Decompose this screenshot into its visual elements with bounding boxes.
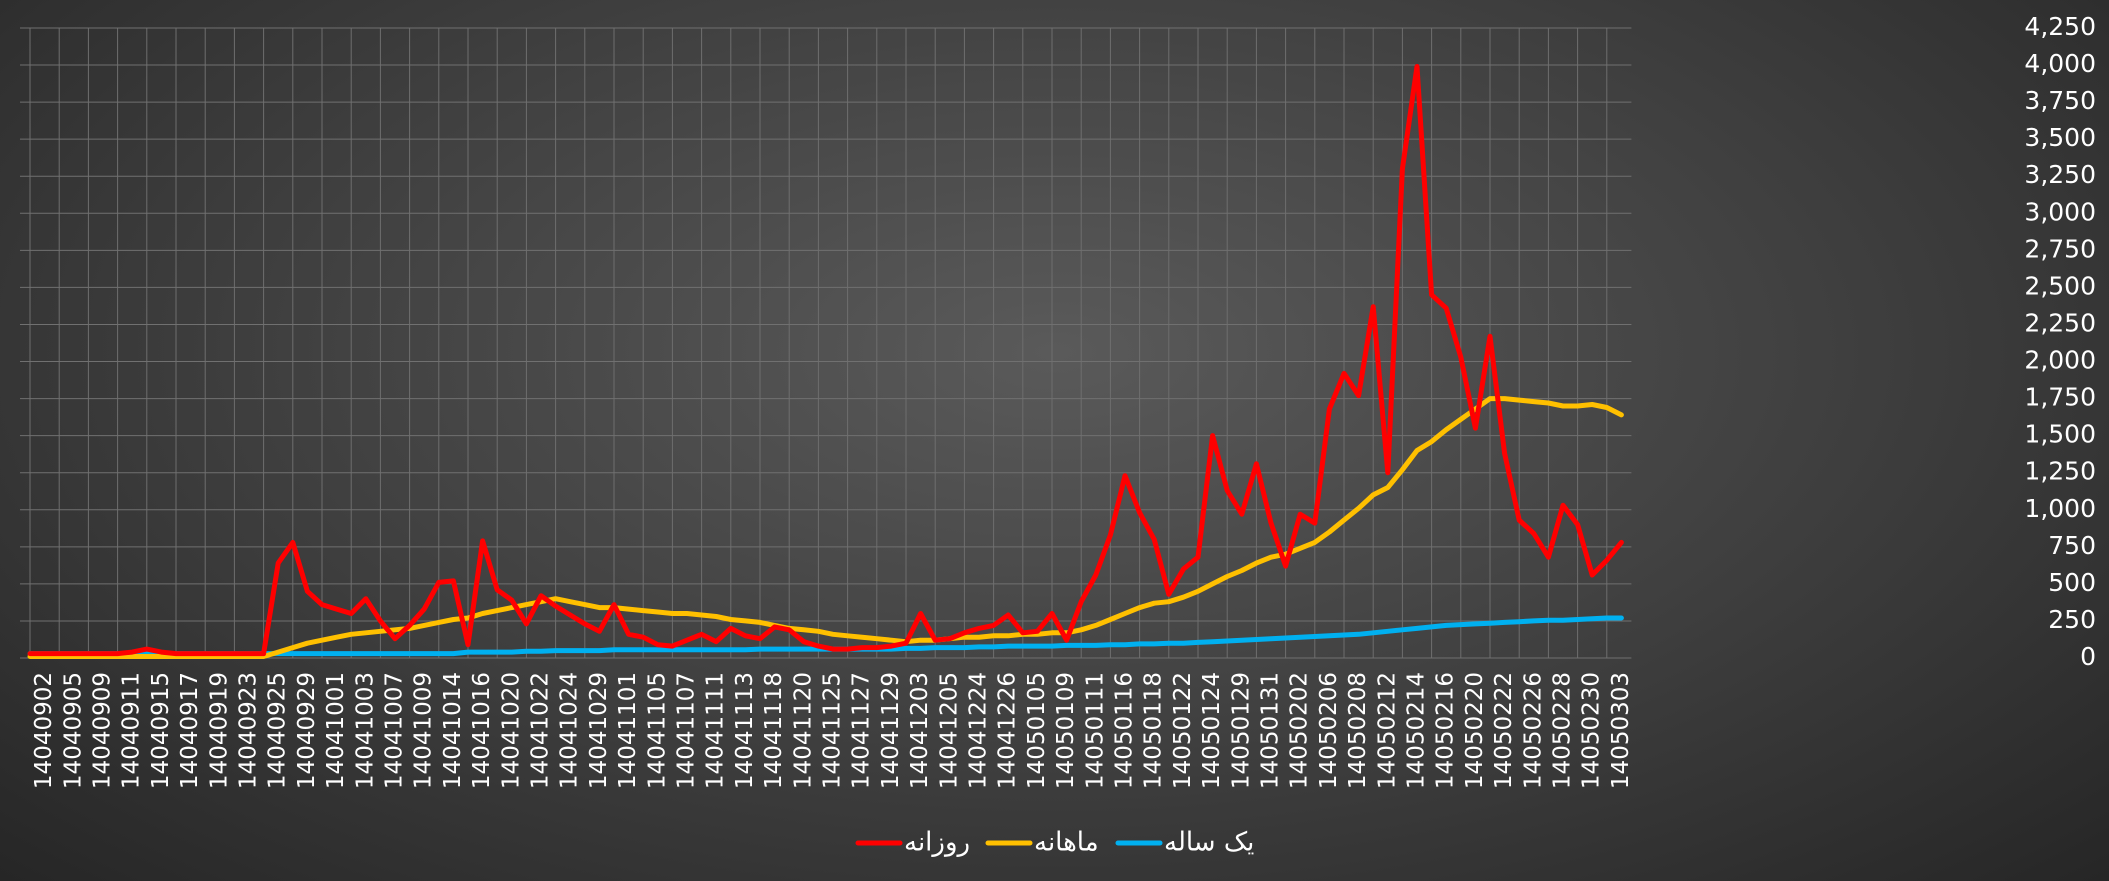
x-tick-label: 14041224 bbox=[966, 672, 992, 789]
y-tick-label: 1,000 bbox=[2024, 494, 2096, 523]
y-tick-label: 3,000 bbox=[2024, 197, 2096, 226]
x-tick-label: 14041009 bbox=[411, 672, 437, 789]
y-tick-label: 3,500 bbox=[2024, 123, 2096, 152]
x-tick-label: 14041029 bbox=[586, 672, 612, 789]
x-tick-label: 14040919 bbox=[206, 672, 232, 789]
x-tick-label: 14050212 bbox=[1374, 672, 1400, 789]
x-tick-label: 14041203 bbox=[907, 672, 933, 789]
x-tick-label: 14041007 bbox=[382, 672, 408, 789]
x-tick-label: 14040902 bbox=[31, 672, 57, 789]
x-tick-label: 14040929 bbox=[294, 672, 320, 789]
x-tick-label: 14050226 bbox=[1520, 672, 1546, 789]
y-tick-label: 1,750 bbox=[2024, 383, 2096, 412]
x-tick-label: 14050111 bbox=[1082, 672, 1108, 789]
series-line bbox=[27, 64, 1624, 657]
x-tick-label: 14040911 bbox=[119, 672, 145, 789]
x-tick-label: 14041205 bbox=[936, 672, 962, 789]
y-tick-label: 3,750 bbox=[2024, 86, 2096, 115]
y-tick-label: 4,250 bbox=[2024, 12, 2096, 41]
x-tick-label: 14041024 bbox=[557, 672, 583, 789]
y-tick-label: 2,000 bbox=[2024, 346, 2096, 375]
y-tick-label: 2,250 bbox=[2024, 308, 2096, 337]
x-tick-label: 14041016 bbox=[469, 672, 495, 789]
x-tick-label: 14041125 bbox=[820, 672, 846, 789]
x-tick-label: 14050124 bbox=[1199, 672, 1225, 789]
x-tick-label: 14050230 bbox=[1579, 672, 1605, 789]
y-tick-label: 1,500 bbox=[2024, 420, 2096, 449]
x-tick-label: 14041020 bbox=[498, 672, 524, 789]
x-tick-label: 14050129 bbox=[1228, 672, 1254, 789]
x-tick-label: 14041226 bbox=[995, 672, 1021, 789]
x-tick-label: 14050202 bbox=[1287, 672, 1313, 789]
x-tick-label: 14050214 bbox=[1404, 672, 1430, 789]
x-tick-label: 14050118 bbox=[1141, 672, 1167, 789]
x-tick-label: 14041014 bbox=[440, 672, 466, 789]
x-tick-label: 14041003 bbox=[352, 672, 378, 789]
y-tick-label: 3,250 bbox=[2024, 160, 2096, 189]
x-tick-label: 14040923 bbox=[236, 672, 262, 789]
y-tick-label: 250 bbox=[2048, 605, 2096, 634]
x-tick-label: 14040915 bbox=[148, 672, 174, 789]
legend-label: یک ساله bbox=[1164, 828, 1254, 858]
x-tick-label: 14040909 bbox=[90, 672, 116, 789]
x-tick-label: 14041118 bbox=[761, 672, 787, 789]
x-tick-label: 14040917 bbox=[177, 672, 203, 789]
legend-label: روزانه bbox=[904, 828, 970, 858]
x-tick-label: 14041129 bbox=[878, 672, 904, 789]
x-tick-label: 14040925 bbox=[265, 672, 291, 789]
series-line bbox=[27, 396, 1624, 659]
x-tick-label: 14041113 bbox=[732, 672, 758, 789]
x-tick-label: 14040905 bbox=[60, 672, 86, 789]
x-tick-label: 14050228 bbox=[1550, 672, 1576, 789]
legend-label: ماهانه bbox=[1034, 828, 1099, 858]
x-tick-label: 14050208 bbox=[1345, 672, 1371, 789]
y-tick-label: 4,000 bbox=[2024, 49, 2096, 78]
x-tick-label: 14050131 bbox=[1258, 672, 1284, 789]
x-tick-label: 14050222 bbox=[1491, 672, 1517, 789]
x-tick-label: 14041120 bbox=[790, 672, 816, 789]
x-tick-label: 14050116 bbox=[1112, 672, 1138, 789]
x-tick-label: 14041105 bbox=[644, 672, 670, 789]
x-tick-label: 14050303 bbox=[1608, 672, 1634, 789]
y-tick-label: 750 bbox=[2048, 531, 2096, 560]
x-tick-label: 14050206 bbox=[1316, 672, 1342, 789]
x-tick-label: 14050122 bbox=[1170, 672, 1196, 789]
x-tick-label: 14041107 bbox=[674, 672, 700, 789]
x-tick-label: 14041111 bbox=[703, 672, 729, 789]
y-tick-label: 1,250 bbox=[2024, 457, 2096, 486]
y-tick-label: 2,750 bbox=[2024, 234, 2096, 263]
y-tick-label: 500 bbox=[2048, 568, 2096, 597]
x-tick-label: 14050105 bbox=[1024, 672, 1050, 789]
y-tick-label: 0 bbox=[2080, 642, 2096, 671]
x-tick-label: 14050109 bbox=[1053, 672, 1079, 789]
x-tick-label: 14041001 bbox=[323, 672, 349, 789]
x-tick-label: 14041022 bbox=[528, 672, 554, 789]
x-tick-label: 14050220 bbox=[1462, 672, 1488, 789]
x-tick-label: 14041101 bbox=[615, 672, 641, 789]
y-tick-label: 2,500 bbox=[2024, 271, 2096, 300]
x-tick-label: 14050216 bbox=[1433, 672, 1459, 789]
x-tick-label: 14041127 bbox=[849, 672, 875, 789]
